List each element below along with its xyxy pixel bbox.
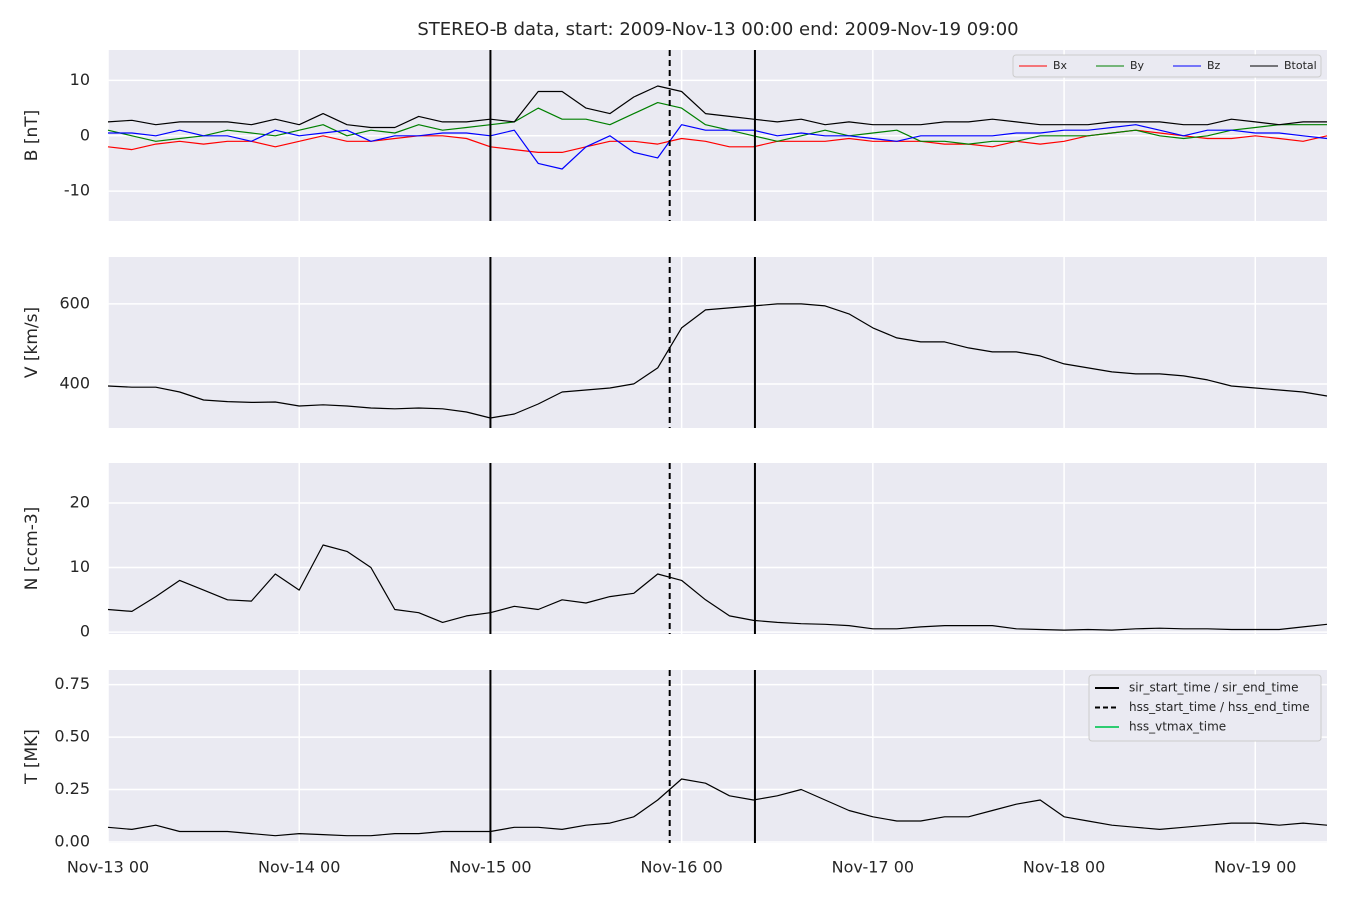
y-tick-label: 0 (80, 622, 90, 641)
legend-label: sir_start_time / sir_end_time (1129, 681, 1299, 695)
y-tick-label: 10 (70, 70, 90, 89)
x-tick-label: Nov-19 00 (1214, 858, 1296, 877)
panel-background (108, 463, 1327, 634)
x-tick-label: Nov-17 00 (832, 858, 914, 877)
x-tick-label: Nov-18 00 (1023, 858, 1105, 877)
legend-label: Btotal (1284, 59, 1317, 72)
data-line (107, 303, 1328, 419)
legend-box (1088, 674, 1322, 742)
data-line (107, 544, 1328, 631)
x-tick-label: Nov-13 00 (67, 858, 149, 877)
x-tick-label: Nov-14 00 (258, 858, 340, 877)
data-line (107, 102, 1327, 145)
y-tick-label: 400 (59, 373, 90, 392)
data-line (107, 85, 1327, 129)
y-tick-label: 0.50 (54, 727, 90, 746)
legend: Bx By Bz Btotal (1012, 54, 1322, 78)
y-tick-label: 0.25 (54, 779, 90, 798)
legend-label: Bx (1053, 59, 1068, 72)
y-axis-label: T [MK] (22, 729, 42, 785)
legend-label: hss_start_time / hss_end_time (1129, 700, 1310, 714)
chart-title: STEREO-B data, start: 2009-Nov-13 00:00 … (417, 19, 1018, 40)
y-tick-label: 0.00 (54, 831, 90, 850)
legend-label: hss_vtmax_time (1129, 720, 1226, 734)
data-line (107, 778, 1328, 837)
legend-box (1012, 54, 1322, 78)
y-axis-label: N [ccm-3] (22, 507, 42, 591)
y-tick-label: 20 (70, 493, 90, 512)
y-tick-label: -10 (64, 181, 90, 200)
y-axis-label: B [nT] (22, 110, 42, 162)
y-tick-label: 600 (59, 293, 90, 312)
y-axis-label: V [km/s] (22, 307, 42, 378)
y-tick-label: 0 (80, 125, 90, 144)
y-tick-label: 10 (70, 557, 90, 576)
event-legend: sir_start_time / sir_end_time hss_start_t… (1088, 674, 1322, 742)
legend-label: Bz (1207, 59, 1221, 72)
legend-label: By (1130, 59, 1145, 72)
x-tick-label: Nov-16 00 (640, 858, 722, 877)
x-tick-label: Nov-15 00 (449, 858, 531, 877)
data-line (108, 124, 1328, 170)
y-tick-label: 0.75 (54, 674, 90, 693)
panel-background (108, 257, 1327, 428)
